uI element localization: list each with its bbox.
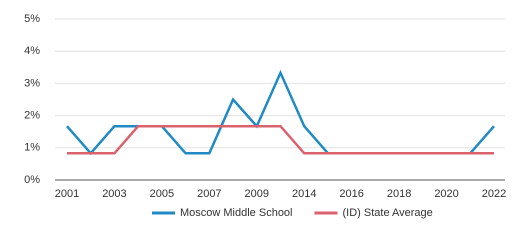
y-tick-label: 1%	[24, 142, 40, 154]
series-line	[67, 124, 494, 155]
chart: 0% 1% 2% 3% 4% 5% 2001 2003 2005 2007 2009 2014 2016…	[24, 13, 506, 219]
x-tick-label: 2009	[245, 188, 269, 200]
y-tick-label: 4%	[24, 45, 40, 57]
series-line	[66, 69, 495, 156]
x-tick-label: 2001	[55, 188, 79, 200]
x-tick-label: 2014	[292, 188, 316, 200]
x-tick-label: 2020	[434, 188, 458, 200]
x-tick-label: 2007	[197, 188, 221, 200]
y-tick-label: 5%	[24, 13, 40, 25]
y-tick-label: 3%	[24, 77, 40, 89]
legend-label: Moscow Middle School	[180, 207, 293, 219]
x-tick-label: 2018	[387, 188, 411, 200]
y-tick-label: 0%	[24, 174, 40, 186]
legend-label: (ID) State Average	[343, 207, 433, 219]
x-tick-label: 2003	[102, 188, 126, 200]
x-tick-label: 2005	[150, 188, 174, 200]
x-tick-label: 2022	[482, 188, 506, 200]
x-tick-label: 2016	[339, 188, 363, 200]
y-tick-label: 2%	[24, 110, 40, 122]
